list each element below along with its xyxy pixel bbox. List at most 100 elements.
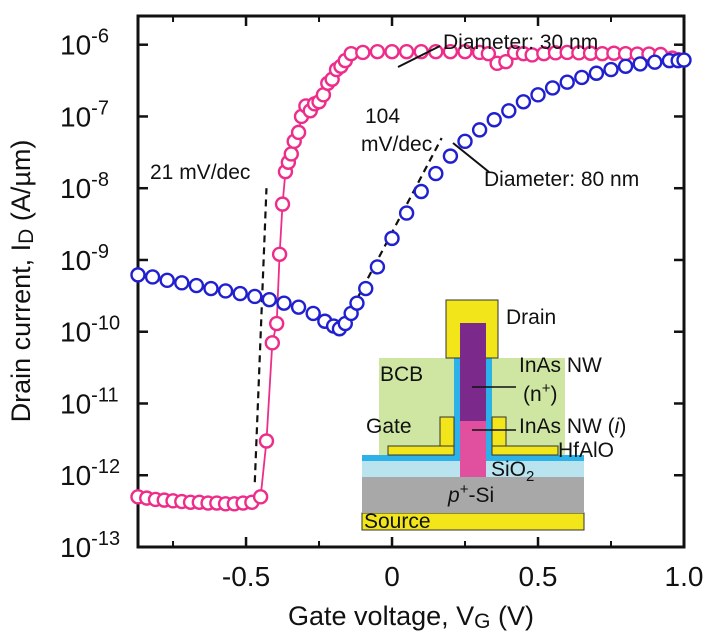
data-point: [252, 489, 269, 505]
series-layer: [130, 43, 692, 512]
inset-label-inas-nw-top: InAs NW: [519, 354, 602, 377]
inset-label-nw-bottom-main: InAs NW (: [519, 415, 615, 438]
data-point: [217, 283, 234, 299]
y-tick-label: 10-7: [60, 97, 109, 132]
inset-gate-right-pad: [491, 445, 559, 456]
data-point: [501, 103, 517, 119]
inset-gate-left-pad: [387, 445, 455, 456]
y-tick-label: 10-13: [60, 528, 120, 563]
data-point: [498, 53, 514, 70]
data-point: [544, 80, 561, 96]
annotation-30nm: Diameter: 30 nm: [443, 31, 598, 54]
data-point: [588, 65, 605, 81]
data-point: [413, 183, 429, 200]
inset-label-p-si: p+-Si: [447, 481, 494, 507]
data-point: [457, 133, 473, 150]
y-tick-label: 10-11: [60, 384, 119, 419]
inset-label-nw-bottom-close: ): [619, 415, 626, 438]
data-point: [369, 259, 386, 275]
inset-nanowire-top: [460, 323, 486, 421]
data-point: [647, 54, 663, 70]
data-point: [159, 272, 175, 289]
data-point: [515, 94, 532, 110]
x-tick-label: 0: [384, 561, 400, 592]
inset-label-n-open: (n: [523, 383, 542, 406]
inset-label-source: Source: [364, 510, 431, 533]
data-point: [203, 280, 219, 297]
data-point: [603, 61, 619, 78]
x-tick-label: 1.0: [665, 561, 704, 592]
annotation-80nm: Diameter: 80 nm: [484, 168, 639, 191]
annotation-leader-30nm: [397, 45, 441, 68]
data-point: [144, 269, 161, 285]
data-point: [559, 74, 575, 90]
y-axis-title-sub: D: [15, 229, 38, 244]
data-point: [276, 295, 292, 311]
y-axis-title-unit: (A/µm): [6, 140, 36, 229]
inset-hfalo-shell-left: [454, 358, 460, 458]
x-axis-title-main: Gate voltage, V: [288, 601, 474, 631]
y-tick-label: 10-6: [60, 26, 109, 61]
x-axis-title-sub: G: [474, 610, 490, 633]
inset-label-sio2-main: SiO: [491, 458, 526, 481]
inset-label-sio2: SiO2: [491, 458, 534, 485]
data-point: [283, 146, 299, 162]
data-point: [676, 52, 692, 68]
data-point: [247, 288, 263, 305]
data-point: [305, 305, 321, 322]
inset-label-n-sup: +: [542, 380, 551, 397]
y-tick-label: 10-12: [60, 456, 120, 491]
data-point: [384, 230, 400, 247]
data-point: [290, 299, 307, 315]
data-point: [632, 56, 648, 72]
data-point: [480, 45, 497, 62]
device-schematic-inset: Drain BCB InAs NW (n+) Gate InAs NW (i) …: [361, 299, 626, 533]
series-1: [130, 52, 692, 337]
slope-guides: [253, 137, 443, 483]
y-axis-title-main: Drain current, I: [6, 244, 36, 423]
y-axis-title: Drain current, ID (A/µm): [6, 140, 38, 423]
data-point: [232, 285, 248, 302]
data-point: [358, 280, 374, 297]
data-point: [384, 43, 400, 60]
inset-label-bcb: BCB: [380, 363, 423, 386]
data-point: [530, 87, 546, 103]
x-axis-title: Gate voltage, VG (V): [288, 601, 534, 633]
data-point: [428, 165, 444, 182]
data-point: [274, 196, 291, 212]
slope-label-21: 21 mV/dec: [150, 161, 250, 184]
data-point: [442, 43, 459, 60]
slope-label-104-unit: mV/dec: [361, 133, 432, 156]
inset-hfalo-shell-right: [486, 358, 492, 458]
inset-label-nw-bottom-i: i: [615, 415, 621, 438]
data-point: [261, 291, 278, 308]
inset-gate-right-post: [491, 416, 507, 447]
x-tick-label: 0.5: [519, 561, 558, 592]
data-point: [349, 295, 365, 311]
x-axis-title-unit: (V): [490, 601, 534, 631]
inset-label-p-sup: +: [460, 481, 469, 498]
inset-label-si: -Si: [468, 484, 494, 507]
inset-label-p: p: [447, 484, 460, 507]
data-point: [457, 43, 473, 60]
y-tick-label: 10-10: [60, 313, 120, 348]
data-point: [617, 58, 634, 75]
data-point: [398, 205, 415, 221]
inset-label-inas-nw-bottom: InAs NW (i): [519, 415, 626, 438]
data-point: [130, 267, 146, 283]
inset-label-sio2-sub: 2: [526, 468, 534, 485]
inset-label-n-close: ): [550, 383, 557, 406]
data-point: [355, 44, 371, 61]
annotation-leader-80nm: [452, 142, 490, 173]
y-axis-ticks: 10-6 10-7 10-8 10-9 10-10 10-11 10-12 10-13: [60, 26, 684, 563]
data-point: [188, 277, 205, 294]
data-point: [442, 148, 459, 164]
slope-guide-1: [350, 137, 443, 311]
data-point: [369, 43, 386, 60]
inset-label-gate: Gate: [366, 415, 412, 438]
data-point: [290, 124, 307, 141]
y-tick-label: 10-9: [60, 241, 109, 276]
y-tick-label: 10-8: [60, 169, 109, 204]
inset-label-drain: Drain: [506, 306, 556, 329]
data-point: [264, 335, 281, 351]
